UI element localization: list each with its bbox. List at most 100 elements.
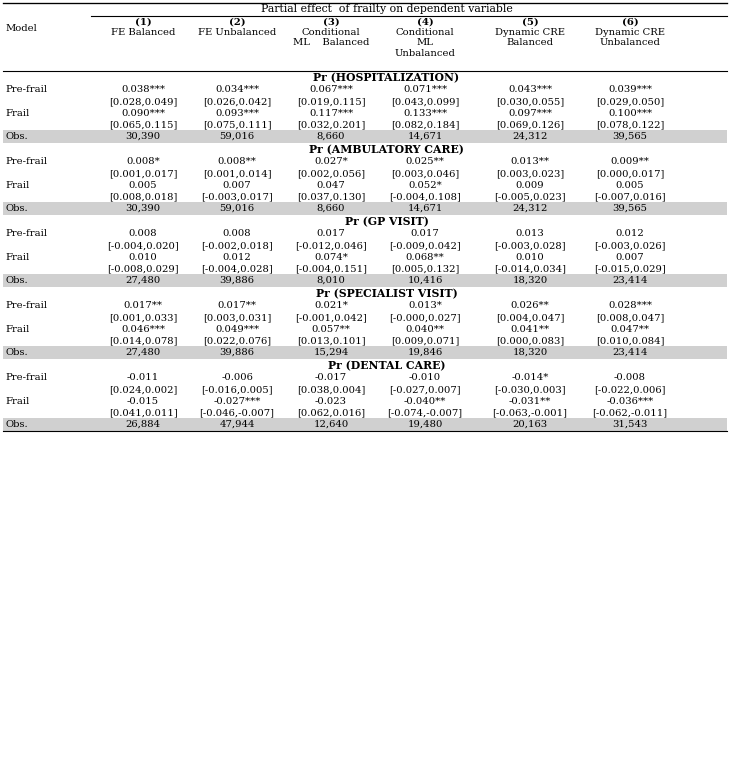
Text: Pr (SPECIALIST VISIT): Pr (SPECIALIST VISIT)	[315, 288, 458, 299]
Text: 23,414: 23,414	[612, 276, 648, 285]
Text: -0.027***: -0.027***	[213, 397, 261, 406]
Text: 8,660: 8,660	[317, 204, 345, 213]
Text: [-0.046,-0.007]: [-0.046,-0.007]	[199, 408, 274, 417]
Text: [0.032,0.201]: [0.032,0.201]	[297, 120, 365, 129]
Text: 0.040**: 0.040**	[405, 325, 445, 334]
Text: 10,416: 10,416	[407, 276, 442, 285]
Text: Pr (HOSPITALIZATION): Pr (HOSPITALIZATION)	[313, 72, 460, 83]
Text: [-0.001,0.042]: [-0.001,0.042]	[295, 313, 367, 322]
Text: [0.078,0.122]: [0.078,0.122]	[596, 120, 664, 129]
Text: 0.013*: 0.013*	[408, 302, 442, 311]
Text: 0.008: 0.008	[223, 230, 251, 239]
Text: -0.006: -0.006	[221, 373, 253, 382]
Text: 0.017: 0.017	[410, 230, 439, 239]
Text: 27,480: 27,480	[126, 348, 161, 357]
Text: 39,565: 39,565	[612, 204, 648, 213]
Text: 0.005: 0.005	[615, 181, 645, 189]
Text: 0.097***: 0.097***	[508, 109, 552, 118]
Text: [0.065,0.115]: [0.065,0.115]	[109, 120, 177, 129]
Text: [-0.009,0.042]: [-0.009,0.042]	[389, 241, 461, 250]
Text: 12,640: 12,640	[313, 420, 349, 429]
Text: 59,016: 59,016	[220, 132, 255, 141]
Text: 0.046***: 0.046***	[121, 325, 165, 334]
Text: [-0.074,-0.007]: [-0.074,-0.007]	[388, 408, 463, 417]
Text: [-0.012,0.046]: [-0.012,0.046]	[295, 241, 367, 250]
Text: -0.015: -0.015	[127, 397, 159, 406]
Text: 0.052*: 0.052*	[408, 181, 442, 189]
Text: [-0.063,-0.001]: [-0.063,-0.001]	[493, 408, 567, 417]
Text: 15,294: 15,294	[313, 348, 349, 357]
FancyBboxPatch shape	[3, 346, 727, 359]
Text: [-0.004,0.020]: [-0.004,0.020]	[107, 241, 179, 250]
Text: 0.090***: 0.090***	[121, 109, 165, 118]
Text: [-0.004,0.151]: [-0.004,0.151]	[295, 264, 367, 273]
FancyBboxPatch shape	[3, 274, 727, 287]
Text: [0.010,0.084]: [0.010,0.084]	[596, 336, 664, 345]
Text: Obs.: Obs.	[5, 132, 28, 141]
Text: 0.043***: 0.043***	[508, 86, 552, 94]
Text: -0.011: -0.011	[127, 373, 159, 382]
Text: 0.057**: 0.057**	[312, 325, 350, 334]
Text: [-0.003,0.017]: [-0.003,0.017]	[201, 192, 273, 201]
Text: Obs.: Obs.	[5, 348, 28, 357]
Text: Pr (GP VISIT): Pr (GP VISIT)	[345, 216, 429, 227]
Text: Model: Model	[5, 24, 37, 33]
Text: [0.003,0.031]: [0.003,0.031]	[203, 313, 271, 322]
Text: 18,320: 18,320	[512, 276, 548, 285]
Text: [0.014,0.078]: [0.014,0.078]	[109, 336, 177, 345]
Text: FE Unbalanced: FE Unbalanced	[198, 28, 276, 37]
Text: Frail: Frail	[5, 181, 29, 189]
Text: Pr (DENTAL CARE): Pr (DENTAL CARE)	[328, 360, 445, 371]
Text: Conditional
ML    Balanced: Conditional ML Balanced	[293, 28, 369, 47]
Text: 0.008: 0.008	[128, 230, 157, 239]
Text: 0.068**: 0.068**	[406, 252, 445, 261]
Text: Pre-frail: Pre-frail	[5, 302, 47, 311]
Text: 0.047: 0.047	[317, 181, 345, 189]
Text: 0.013**: 0.013**	[510, 157, 550, 166]
Text: [-0.000,0.027]: [-0.000,0.027]	[389, 313, 461, 322]
Text: [0.001,0.033]: [0.001,0.033]	[109, 313, 177, 322]
Text: [0.003,0.023]: [0.003,0.023]	[496, 169, 564, 178]
Text: -0.040**: -0.040**	[404, 397, 446, 406]
Text: Frail: Frail	[5, 397, 29, 406]
Text: [-0.002,0.018]: [-0.002,0.018]	[201, 241, 273, 250]
FancyBboxPatch shape	[3, 418, 727, 431]
Text: 18,320: 18,320	[512, 348, 548, 357]
Text: 0.038***: 0.038***	[121, 86, 165, 94]
Text: [-0.007,0.016]: [-0.007,0.016]	[594, 192, 666, 201]
Text: [0.004,0.047]: [0.004,0.047]	[496, 313, 564, 322]
Text: -0.036***: -0.036***	[607, 397, 653, 406]
Text: 39,565: 39,565	[612, 132, 648, 141]
Text: (2): (2)	[228, 18, 245, 27]
Text: [0.005,0.132]: [0.005,0.132]	[391, 264, 459, 273]
Text: -0.008: -0.008	[614, 373, 646, 382]
Text: Obs.: Obs.	[5, 276, 28, 285]
Text: 0.067***: 0.067***	[309, 86, 353, 94]
Text: [-0.004,0.028]: [-0.004,0.028]	[201, 264, 273, 273]
Text: 0.100***: 0.100***	[608, 109, 652, 118]
Text: -0.031**: -0.031**	[509, 397, 551, 406]
Text: -0.023: -0.023	[315, 397, 347, 406]
Text: Frail: Frail	[5, 325, 29, 334]
Text: [0.000,0.083]: [0.000,0.083]	[496, 336, 564, 345]
Text: 0.039***: 0.039***	[608, 86, 652, 94]
Text: Pr (AMBULATORY CARE): Pr (AMBULATORY CARE)	[309, 144, 464, 155]
Text: Frail: Frail	[5, 109, 29, 118]
Text: Pre-frail: Pre-frail	[5, 230, 47, 239]
Text: [0.013,0.101]: [0.013,0.101]	[296, 336, 365, 345]
Text: [0.069,0.126]: [0.069,0.126]	[496, 120, 564, 129]
Text: 0.010: 0.010	[515, 252, 545, 261]
Text: 39,886: 39,886	[220, 276, 255, 285]
Text: 39,886: 39,886	[220, 348, 255, 357]
Text: (4): (4)	[417, 18, 434, 27]
Text: (6): (6)	[622, 18, 638, 27]
Text: 0.027*: 0.027*	[314, 157, 348, 166]
Text: [-0.030,0.003]: [-0.030,0.003]	[494, 385, 566, 394]
Text: -0.014*: -0.014*	[511, 373, 549, 382]
Text: 0.049***: 0.049***	[215, 325, 259, 334]
Text: [-0.005,0.023]: [-0.005,0.023]	[494, 192, 566, 201]
Text: 0.026**: 0.026**	[510, 302, 550, 311]
Text: [0.029,0.050]: [0.029,0.050]	[596, 97, 664, 106]
Text: 0.017**: 0.017**	[218, 302, 256, 311]
Text: [0.075,0.111]: [0.075,0.111]	[203, 120, 272, 129]
